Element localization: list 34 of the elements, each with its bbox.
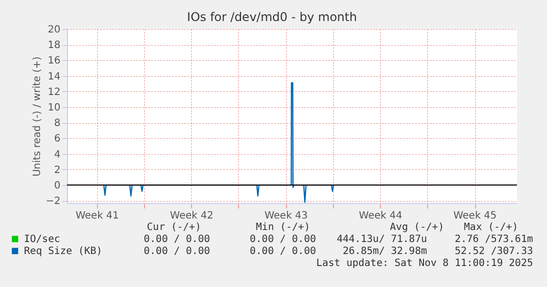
y-tick-label: 2 [54, 164, 60, 176]
x-tick-label: Week 43 [264, 210, 308, 222]
y-axis-title: Units read (-) / write (+) [32, 56, 43, 177]
text: Min (-/+) [256, 222, 310, 233]
text: 0.00 / 0.00 [250, 234, 316, 245]
legend-label: IO/sec [24, 234, 60, 245]
text: Avg (-/+) [390, 222, 444, 233]
text: 0.00 / 0.00 [250, 246, 316, 257]
y-tick-label: 16 [48, 56, 60, 67]
text: Cur (-/+) [146, 222, 202, 233]
legend-label: Req Size (KB) [24, 246, 102, 257]
y-tick-label: 12 [48, 86, 60, 98]
x-tick-label: Week 45 [453, 210, 497, 222]
y-tick-label: 0 [54, 180, 60, 192]
y-tick-label: 18 [48, 40, 60, 52]
text: 2.76 /573.61m [454, 234, 533, 245]
x-tick-label: Week 44 [358, 210, 402, 222]
y-tick-label: 14 [48, 71, 60, 82]
text: 0.00 / 0.00 [144, 234, 210, 245]
y-tick-label: 8 [54, 118, 60, 130]
text: Max (-/+) [464, 222, 518, 233]
x-tick-label: Week 42 [170, 210, 214, 222]
y-tick-label: 4 [54, 149, 60, 160]
text: 0.00 / 0.00 [144, 246, 210, 257]
text: 26.85m/ 32.98m [342, 246, 427, 257]
text: Last update: Sat Nov 8 11:00:19 2025 [316, 258, 533, 269]
chart-title: IOs for /dev/md0 - by month [187, 10, 357, 24]
y-tick-label: 20 [48, 24, 60, 36]
text: 444.13u/ 71.87u [336, 234, 427, 245]
text: 52.52 /307.33 [454, 246, 533, 257]
y-tick-label: −2 [46, 196, 60, 208]
x-tick-label: Week 41 [76, 210, 119, 222]
y-tick-label: 6 [54, 134, 60, 145]
y-tick-label: 10 [48, 102, 60, 114]
